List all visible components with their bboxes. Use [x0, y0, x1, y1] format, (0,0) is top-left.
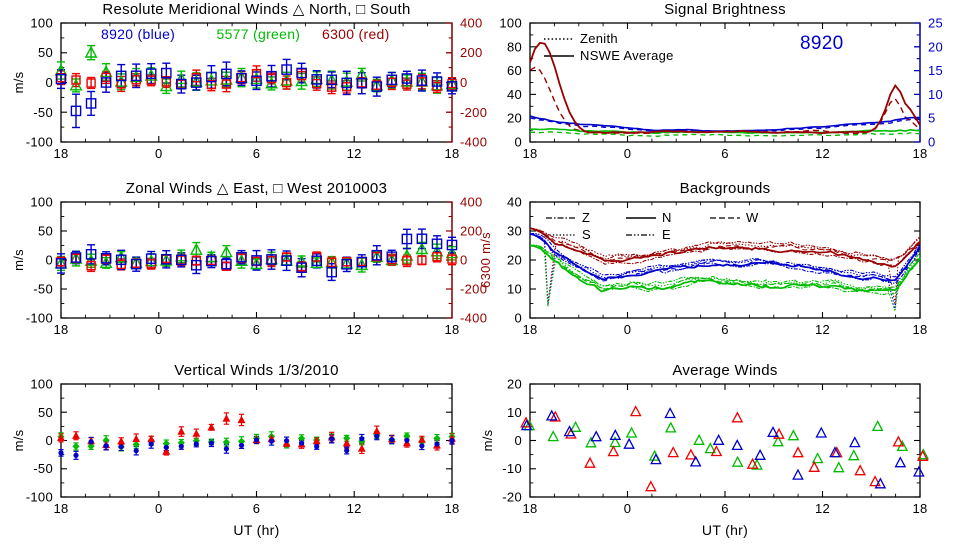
svg-text:-400: -400	[460, 311, 487, 326]
svg-text:-50: -50	[33, 105, 53, 120]
svg-text:400: 400	[460, 16, 483, 31]
svg-text:m/s: m/s	[11, 249, 26, 271]
svg-text:100: 100	[30, 16, 53, 31]
svg-text:0: 0	[514, 135, 522, 150]
svg-text:12: 12	[347, 146, 362, 161]
svg-text:m/s: m/s	[480, 429, 495, 451]
svg-text:-100: -100	[26, 311, 53, 326]
svg-text:6300 (red): 6300 (red)	[322, 26, 390, 42]
svg-text:Resolute Meridional Winds △: Resolute Meridional Winds △ North, □ Sou…	[102, 1, 410, 18]
svg-text:5577 (green): 5577 (green)	[217, 26, 301, 42]
svg-text:0: 0	[460, 75, 468, 90]
svg-text:18: 18	[53, 501, 68, 516]
svg-text:18: 18	[444, 322, 459, 337]
svg-text:-200: -200	[460, 105, 487, 120]
svg-text:6: 6	[253, 322, 261, 337]
svg-text:-400: -400	[460, 135, 487, 150]
svg-text:18: 18	[912, 322, 927, 337]
svg-text:10: 10	[507, 405, 522, 420]
svg-text:18: 18	[522, 322, 537, 337]
svg-text:100: 100	[30, 377, 53, 392]
svg-text:0: 0	[155, 146, 163, 161]
svg-text:Signal Brightness: Signal Brightness	[664, 1, 786, 18]
svg-text:10: 10	[928, 87, 943, 102]
svg-text:18: 18	[53, 146, 68, 161]
svg-text:10: 10	[507, 282, 522, 297]
svg-text:400: 400	[460, 195, 483, 210]
svg-text:0: 0	[624, 146, 632, 161]
svg-text:0: 0	[624, 322, 632, 337]
svg-text:5: 5	[928, 111, 936, 126]
svg-text:S: S	[582, 227, 591, 242]
svg-text:0: 0	[624, 501, 632, 516]
svg-text:0: 0	[460, 253, 468, 268]
svg-text:0: 0	[45, 253, 53, 268]
svg-text:UT (hr): UT (hr)	[233, 522, 279, 538]
svg-text:18: 18	[522, 501, 537, 516]
svg-text:m/s: m/s	[11, 71, 26, 93]
svg-text:50: 50	[38, 224, 53, 239]
svg-text:-50: -50	[33, 282, 53, 297]
svg-text:6: 6	[253, 501, 261, 516]
svg-text:Backgrounds: Backgrounds	[680, 180, 771, 197]
svg-text:8920 (blue): 8920 (blue)	[101, 26, 175, 42]
svg-text:100: 100	[30, 195, 53, 210]
svg-text:0: 0	[155, 322, 163, 337]
svg-text:0: 0	[155, 501, 163, 516]
svg-text:12: 12	[347, 501, 362, 516]
svg-text:Zonal Winds △ East, □ West: Zonal Winds △ East, □ West 2010003	[126, 180, 387, 197]
svg-text:W: W	[746, 210, 759, 225]
svg-text:20: 20	[507, 253, 522, 268]
svg-text:6: 6	[721, 146, 729, 161]
svg-text:12: 12	[815, 501, 830, 516]
svg-text:0: 0	[514, 433, 522, 448]
svg-text:12: 12	[815, 322, 830, 337]
svg-text:8920: 8920	[800, 33, 843, 54]
svg-text:30: 30	[507, 224, 522, 239]
svg-text:0: 0	[45, 75, 53, 90]
svg-text:18: 18	[53, 322, 68, 337]
svg-text:200: 200	[460, 45, 483, 60]
svg-text:m/s: m/s	[11, 429, 26, 451]
svg-text:6: 6	[253, 146, 261, 161]
svg-text:60: 60	[507, 63, 522, 78]
svg-text:Z: Z	[582, 210, 590, 225]
svg-text:25: 25	[928, 16, 943, 31]
svg-text:6: 6	[721, 322, 729, 337]
svg-text:15: 15	[928, 63, 943, 78]
svg-text:50: 50	[38, 45, 53, 60]
svg-text:-100: -100	[26, 135, 53, 150]
svg-text:40: 40	[507, 87, 522, 102]
svg-text:100: 100	[499, 16, 522, 31]
svg-text:UT (hr): UT (hr)	[702, 522, 748, 538]
svg-text:20: 20	[928, 39, 943, 54]
svg-text:12: 12	[347, 322, 362, 337]
svg-text:18: 18	[912, 146, 927, 161]
svg-text:20: 20	[507, 377, 522, 392]
svg-text:0: 0	[514, 311, 522, 326]
svg-text:Average Winds: Average Winds	[672, 362, 777, 379]
svg-text:E: E	[662, 227, 671, 242]
svg-text:18: 18	[444, 501, 459, 516]
svg-text:6300 m/s: 6300 m/s	[478, 232, 493, 288]
svg-text:-20: -20	[502, 490, 522, 505]
svg-text:Zenith: Zenith	[580, 31, 618, 46]
svg-text:-100: -100	[26, 490, 53, 505]
svg-text:-50: -50	[33, 461, 53, 476]
svg-text:80: 80	[507, 39, 522, 54]
svg-text:-10: -10	[502, 461, 522, 476]
svg-text:18: 18	[522, 146, 537, 161]
svg-text:N: N	[662, 210, 672, 225]
svg-text:40: 40	[507, 195, 522, 210]
svg-text:Vertical Winds 1/3/2010: Vertical Winds 1/3/2010	[174, 362, 339, 379]
svg-text:18: 18	[912, 501, 927, 516]
svg-text:0: 0	[45, 433, 53, 448]
svg-text:50: 50	[38, 405, 53, 420]
svg-text:0: 0	[928, 135, 936, 150]
svg-text:18: 18	[444, 146, 459, 161]
svg-text:12: 12	[815, 146, 830, 161]
svg-text:20: 20	[507, 111, 522, 126]
svg-text:6: 6	[721, 501, 729, 516]
svg-text:NSWE Average: NSWE Average	[580, 48, 674, 63]
